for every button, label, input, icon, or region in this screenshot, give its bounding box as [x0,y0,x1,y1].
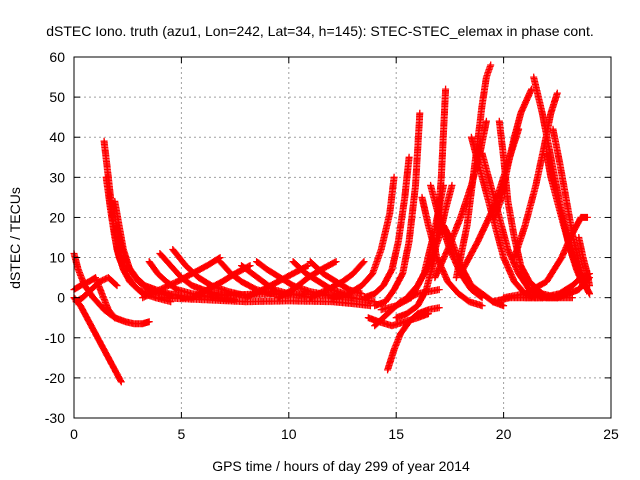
y-tick-label: 0 [57,290,65,306]
series-arc-23 [156,294,374,310]
y-tick-label: 50 [49,89,65,105]
y-tick-label: -10 [45,330,65,346]
series-arc-51 [489,294,576,306]
data-markers [70,61,593,386]
data-point-markers [156,294,374,310]
x-axis-title: GPS time / hours of day 299 of year 2014 [212,458,470,474]
series-arc-24 [328,173,398,302]
data-point-markers [72,274,121,306]
y-axis-title: dSTEC / TECUs [7,187,23,289]
data-point-markers [489,294,576,306]
plot-frame [73,56,612,419]
series-arc-12 [139,254,224,302]
x-tick-label: 10 [281,426,297,442]
y-tick-label: 40 [49,129,65,145]
x-tick-label: 0 [70,426,78,442]
series-arc-04 [72,274,121,306]
x-tick-label: 5 [178,426,186,442]
y-tick-label: 30 [49,169,65,185]
y-tick-label: 10 [49,250,65,266]
y-tick-labels: -30 -20 -10 0 10 20 30 40 50 60 [45,49,65,426]
axis-ticks [73,56,612,419]
data-point-markers [139,254,224,302]
x-tick-label: 15 [388,426,404,442]
x-tick-labels: 0 5 10 15 20 25 [70,426,619,442]
data-point-markers [371,109,424,310]
series-arc-26 [371,109,424,310]
data-point-markers [364,310,432,330]
data-point-markers [457,125,523,278]
series-arc-46 [510,89,561,262]
chart-title: dSTEC Iono. truth (azu1, Lon=242, Lat=34… [46,23,593,39]
y-tick-label: 20 [49,209,65,225]
data-point-markers [328,173,398,302]
data-point-markers [510,89,561,262]
y-tick-label: -20 [45,370,65,386]
series-arc-42 [457,125,523,278]
series-arc-29 [364,310,432,330]
data-point-markers [360,153,413,302]
series-arc-06 [102,173,175,306]
y-tick-label: -30 [45,410,65,426]
x-tick-label: 25 [603,426,619,442]
series-arc-25 [360,153,413,302]
y-tick-label: 60 [49,49,65,65]
data-point-markers [102,173,175,306]
x-tick-label: 20 [496,426,512,442]
